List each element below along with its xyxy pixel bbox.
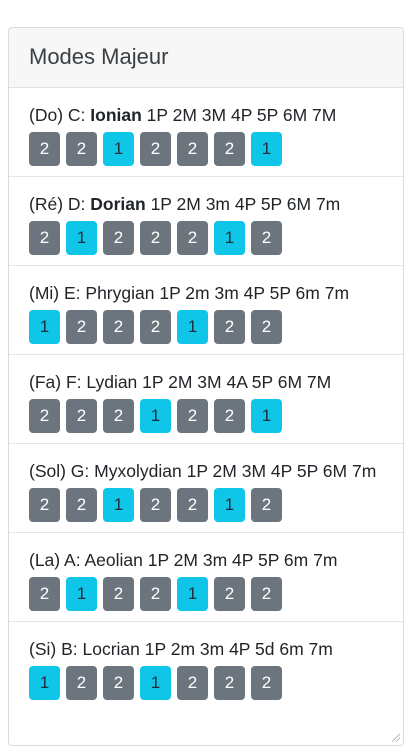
mode-intervals: 1P 2m 3m 4P 5d 6m 7m [144, 639, 333, 659]
mode-description: (Si) B: Locrian 1P 2m 3m 4P 5d 6m 7m [29, 636, 393, 662]
step-badge: 1 [214, 488, 245, 522]
card-title: Modes Majeur [29, 44, 169, 69]
step-badge: 2 [66, 488, 97, 522]
step-badge: 2 [29, 488, 60, 522]
mode-description: (Mi) E: Phrygian 1P 2m 3m 4P 5P 6m 7m [29, 280, 393, 306]
step-badge: 2 [214, 577, 245, 611]
mode-description: (Fa) F: Lydian 1P 2M 3M 4A 5P 6M 7M [29, 369, 393, 395]
mode-description: (Ré) D: Dorian 1P 2M 3m 4P 5P 6M 7m [29, 191, 393, 217]
mode-item-myxolydian: (Sol) G: Myxolydian 1P 2M 3M 4P 5P 6M 7m… [9, 444, 403, 533]
mode-description: (La) A: Aeolian 1P 2M 3m 4P 5P 6m 7m [29, 547, 393, 573]
step-badge: 2 [103, 399, 134, 433]
step-pattern: 2 1 2 2 2 1 2 [29, 221, 393, 255]
step-badge: 1 [29, 666, 60, 700]
mode-description: (Do) C: Ionian 1P 2M 3M 4P 5P 6M 7M [29, 102, 393, 128]
step-badge: 2 [177, 132, 208, 166]
step-badge: 2 [214, 399, 245, 433]
mode-name: Dorian [90, 194, 146, 214]
step-badge: 2 [103, 310, 134, 344]
step-badge: 1 [214, 221, 245, 255]
mode-name: Myxolydian [94, 461, 182, 481]
step-badge: 2 [66, 310, 97, 344]
step-badge: 1 [177, 577, 208, 611]
step-badge: 2 [29, 221, 60, 255]
modes-card: Modes Majeur (Do) C: Ionian 1P 2M 3M 4P … [8, 27, 404, 746]
step-badge: 2 [214, 666, 245, 700]
mode-name: Lydian [86, 372, 138, 392]
step-badge: 2 [214, 132, 245, 166]
step-badge: 1 [29, 310, 60, 344]
step-badge: 2 [103, 221, 134, 255]
step-badge: 2 [177, 399, 208, 433]
mode-name: Phrygian [85, 283, 155, 303]
step-badge: 2 [140, 577, 171, 611]
mode-solfege: (La) A: [29, 550, 81, 570]
step-badge: 1 [103, 132, 134, 166]
mode-intervals: 1P 2m 3m 4P 5P 6m 7m [159, 283, 350, 303]
mode-item-lydian: (Fa) F: Lydian 1P 2M 3M 4A 5P 6M 7M 2 2 … [9, 355, 403, 444]
step-badge: 2 [251, 310, 282, 344]
mode-name: Ionian [90, 105, 142, 125]
step-badge: 2 [177, 221, 208, 255]
card-header: Modes Majeur [9, 28, 403, 88]
step-badge: 2 [251, 666, 282, 700]
step-pattern: 2 2 2 1 2 2 1 [29, 399, 393, 433]
mode-solfege: (Fa) F: [29, 372, 82, 392]
step-badge: 2 [103, 666, 134, 700]
mode-solfege: (Si) B: [29, 639, 78, 659]
mode-intervals: 1P 2M 3m 4P 5P 6m 7m [147, 550, 338, 570]
step-badge: 2 [29, 399, 60, 433]
mode-solfege: (Sol) G: [29, 461, 90, 481]
mode-description: (Sol) G: Myxolydian 1P 2M 3M 4P 5P 6M 7m [29, 458, 393, 484]
step-badge: 2 [103, 577, 134, 611]
step-badge: 1 [251, 399, 282, 433]
step-badge: 1 [140, 399, 171, 433]
step-pattern: 2 2 1 2 2 1 2 [29, 488, 393, 522]
step-badge: 2 [29, 132, 60, 166]
step-badge: 2 [140, 221, 171, 255]
step-badge: 2 [251, 488, 282, 522]
step-badge: 1 [66, 221, 97, 255]
step-pattern: 1 2 2 2 1 2 2 [29, 310, 393, 344]
mode-intervals: 1P 2M 3M 4P 5P 6M 7m [186, 461, 377, 481]
step-pattern: 2 1 2 2 1 2 2 [29, 577, 393, 611]
step-badge: 2 [177, 666, 208, 700]
step-badge: 2 [66, 399, 97, 433]
step-badge: 2 [251, 221, 282, 255]
step-badge: 1 [103, 488, 134, 522]
step-badge: 2 [140, 132, 171, 166]
mode-name: Locrian [82, 639, 140, 659]
mode-solfege: (Ré) D: [29, 194, 86, 214]
mode-item-ionian: (Do) C: Ionian 1P 2M 3M 4P 5P 6M 7M 2 2 … [9, 88, 403, 177]
step-badge: 1 [251, 132, 282, 166]
step-badge: 2 [66, 132, 97, 166]
mode-item-dorian: (Ré) D: Dorian 1P 2M 3m 4P 5P 6M 7m 2 1 … [9, 177, 403, 266]
step-badge: 2 [140, 488, 171, 522]
step-badge: 2 [140, 310, 171, 344]
step-badge: 1 [66, 577, 97, 611]
mode-name: Aeolian [84, 550, 143, 570]
step-pattern: 1 2 2 1 2 2 2 [29, 666, 393, 700]
step-pattern: 2 2 1 2 2 2 1 [29, 132, 393, 166]
mode-intervals: 1P 2M 3m 4P 5P 6M 7m [150, 194, 341, 214]
mode-solfege: (Mi) E: [29, 283, 81, 303]
mode-item-phrygian: (Mi) E: Phrygian 1P 2m 3m 4P 5P 6m 7m 1 … [9, 266, 403, 355]
mode-intervals: 1P 2M 3M 4P 5P 6M 7M [146, 105, 337, 125]
step-badge: 1 [140, 666, 171, 700]
step-badge: 2 [177, 488, 208, 522]
step-badge: 2 [251, 577, 282, 611]
step-badge: 2 [29, 577, 60, 611]
mode-item-aeolian: (La) A: Aeolian 1P 2M 3m 4P 5P 6m 7m 2 1… [9, 533, 403, 622]
resize-grip-icon[interactable] [390, 732, 400, 742]
step-badge: 1 [177, 310, 208, 344]
mode-solfege: (Do) C: [29, 105, 86, 125]
mode-intervals: 1P 2M 3M 4A 5P 6M 7M [142, 372, 332, 392]
step-badge: 2 [214, 310, 245, 344]
step-badge: 2 [66, 666, 97, 700]
mode-item-locrian: (Si) B: Locrian 1P 2m 3m 4P 5d 6m 7m 1 2… [9, 622, 403, 710]
